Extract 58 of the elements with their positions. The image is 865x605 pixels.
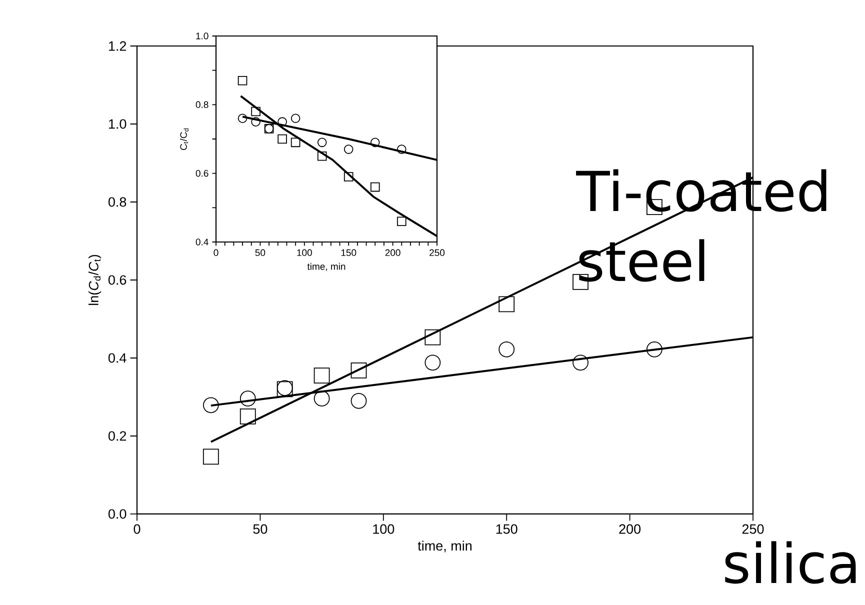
point [240, 390, 256, 406]
point [498, 296, 515, 312]
point [572, 354, 588, 371]
point [646, 341, 662, 358]
x-tick-label: 150 [341, 249, 356, 256]
y-axis-title: ln(C$_{d}$/C$_{t}$) [88, 254, 102, 305]
point [238, 114, 248, 124]
point [314, 368, 330, 384]
point [350, 392, 367, 409]
point [317, 152, 327, 161]
point [314, 390, 330, 406]
y-tick-label: 0.4 [196, 238, 208, 246]
point [424, 354, 441, 371]
x-tick-label: 250 [430, 249, 445, 256]
point [238, 76, 248, 86]
y-axis-title: C$_{t}$/C$_{d}$ [180, 128, 189, 150]
x-tick-label: 250 [742, 524, 764, 534]
y-tick-label: 1.2 [108, 41, 126, 51]
point [202, 397, 219, 414]
y-tick-label: 0.0 [108, 509, 126, 519]
x-tick-label: 50 [255, 249, 266, 256]
x-tick-label: 100 [373, 524, 394, 534]
y-tick-label: 0.4 [108, 353, 126, 363]
y-tick-label: 0.8 [196, 101, 208, 108]
point [290, 114, 300, 124]
point [240, 408, 256, 424]
x-tick-label: 0 [134, 524, 140, 534]
point [278, 117, 287, 126]
point [350, 362, 367, 378]
point [290, 138, 300, 148]
point [424, 329, 441, 346]
y-tick-label: 0.8 [108, 197, 126, 207]
x-axis-title: time, min [307, 262, 346, 271]
point [251, 117, 260, 126]
x-tick-label: 100 [297, 249, 312, 256]
y-tick-label: 0.2 [108, 431, 126, 441]
point [344, 144, 354, 154]
x-tick-label: 50 [253, 524, 268, 534]
x-tick-label: 200 [619, 524, 641, 534]
x-axis-title: time, min [418, 540, 472, 552]
point [396, 216, 406, 226]
point [202, 448, 219, 465]
point [370, 138, 380, 148]
point [396, 144, 406, 154]
point [278, 134, 287, 144]
point [251, 106, 260, 116]
y-tick-label: 0.6 [196, 170, 208, 177]
point [498, 341, 515, 358]
x-tick-label: 200 [385, 249, 400, 256]
point [344, 172, 354, 182]
x-tick-label: 150 [496, 524, 518, 534]
y-tick-label: 0.6 [108, 275, 126, 285]
text: silica [725, 541, 856, 584]
x-tick-label: 0 [214, 249, 218, 256]
point [317, 138, 327, 148]
point [370, 182, 380, 192]
y-tick-label: 1.0 [108, 119, 126, 129]
y-tick-label: 1.0 [196, 32, 208, 40]
